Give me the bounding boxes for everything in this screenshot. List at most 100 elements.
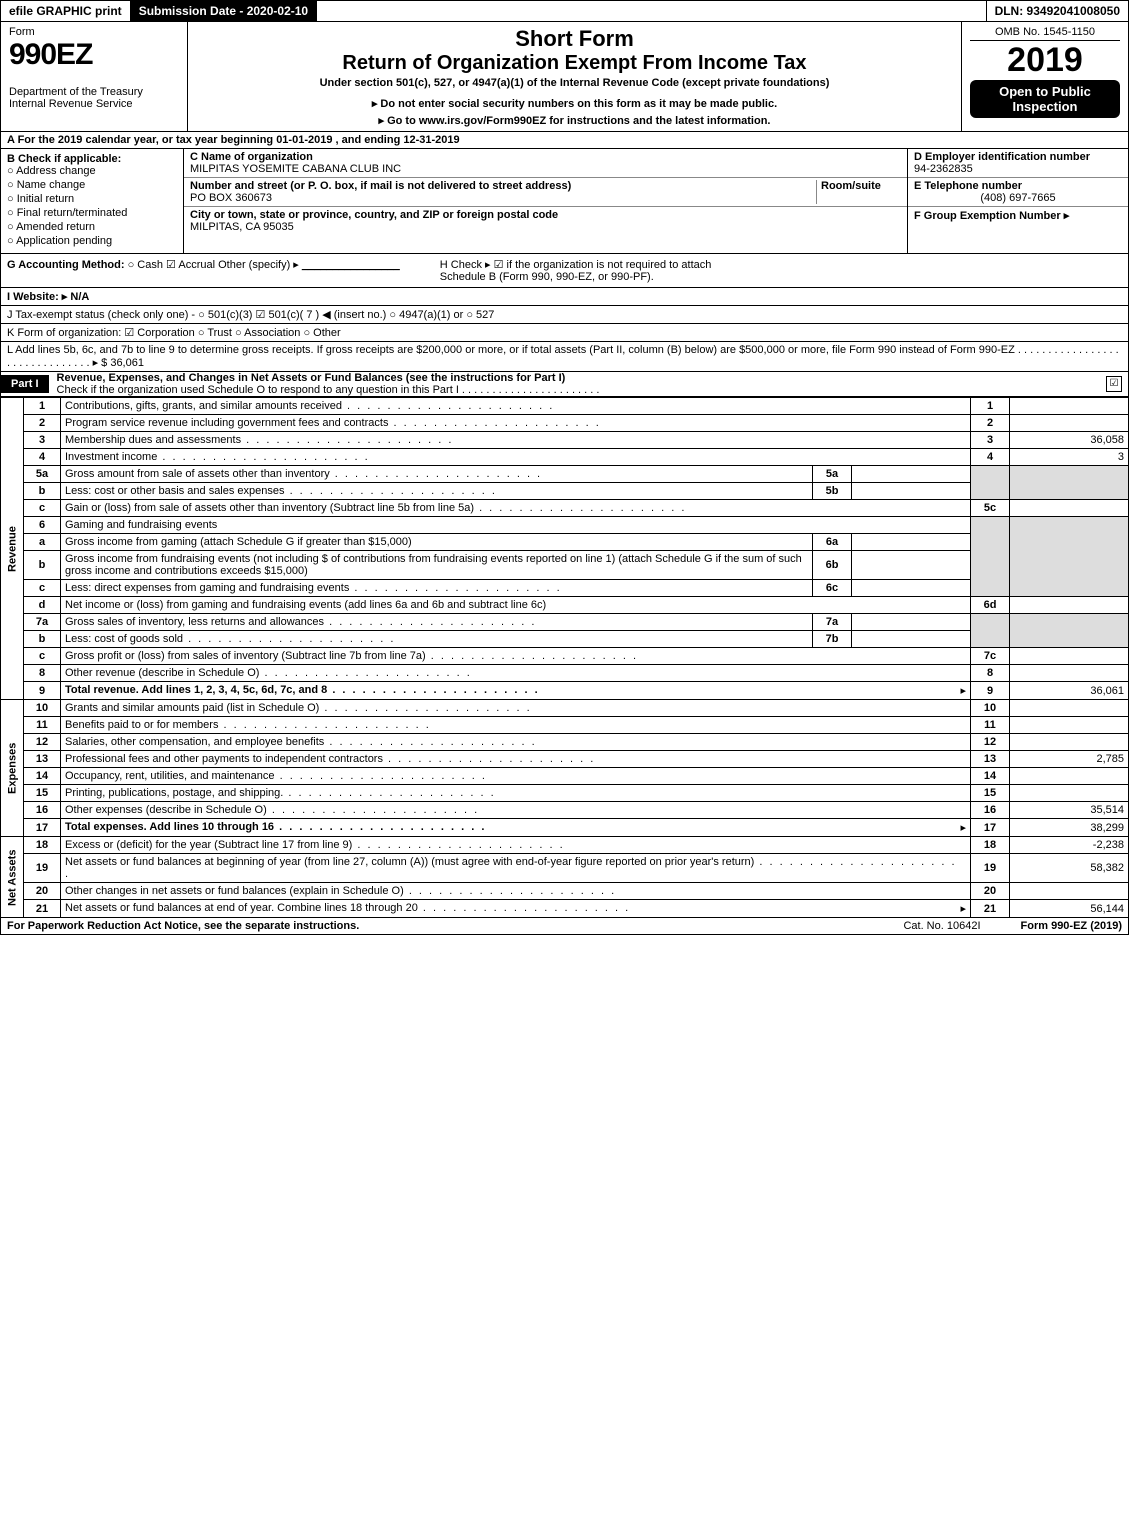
omb-number: OMB No. 1545-1150 [970,26,1120,41]
paperwork-notice: For Paperwork Reduction Act Notice, see … [7,920,359,932]
l5c-amt [1010,500,1129,517]
chk-final-return[interactable]: Final return/terminated [7,207,177,219]
col-def: D Employer identification number 94-2362… [907,149,1128,253]
l6c-desc: Less: direct expenses from gaming and fu… [61,580,813,597]
l1-num: 1 [24,398,61,415]
dln: DLN: 93492041008050 [986,1,1128,21]
l3-desc: Membership dues and assessments [61,432,971,449]
section-b-c-def: B Check if applicable: Address change Na… [0,149,1129,254]
l1-box: 1 [971,398,1010,415]
part-1-title-text: Revenue, Expenses, and Changes in Net As… [57,372,566,384]
l10-box: 10 [971,700,1010,717]
row-i-website: I Website: ▸ N/A [0,288,1129,306]
d-ein: D Employer identification number 94-2362… [908,149,1128,178]
l14-desc: Occupancy, rent, utilities, and maintena… [61,768,971,785]
part-1-table: Revenue 1 Contributions, gifts, grants, … [0,397,1129,918]
go-to-link[interactable]: ▸ Go to www.irs.gov/Form990EZ for instru… [196,114,953,127]
submission-date: Submission Date - 2020-02-10 [131,1,317,21]
l11-box: 11 [971,717,1010,734]
l6c-num: c [24,580,61,597]
form-right: OMB No. 1545-1150 2019 Open to Public In… [962,22,1128,131]
l6b-sub: 6b [813,551,852,580]
tax-year: 2019 [970,41,1120,80]
f-group: F Group Exemption Number ▸ [908,207,1128,224]
c-room-label: Room/suite [821,180,881,192]
l17-arrow: ▸ [960,821,966,834]
l2-desc: Program service revenue including govern… [61,415,971,432]
l17-num: 17 [24,819,61,837]
c-name-value: MILPITAS YOSEMITE CABANA CLUB INC [190,163,401,175]
l1-amt [1010,398,1129,415]
l9-arrow: ▸ [960,684,966,697]
row-l-gross-receipts: L Add lines 5b, 6c, and 7b to line 9 to … [0,342,1129,372]
l20-amt [1010,883,1129,900]
l16-desc: Other expenses (describe in Schedule O) [61,802,971,819]
l7c-num: c [24,648,61,665]
l19-num: 19 [24,854,61,883]
l21-box: 21 [971,900,1010,918]
short-form-title: Short Form [196,26,953,52]
l6d-desc: Net income or (loss) from gaming and fun… [61,597,971,614]
l19-desc: Net assets or fund balances at beginning… [61,854,971,883]
l5a-sub: 5a [813,466,852,483]
l5b-sub: 5b [813,483,852,500]
g-accrual[interactable]: Accrual [166,259,215,271]
footer: For Paperwork Reduction Act Notice, see … [0,918,1129,935]
l15-num: 15 [24,785,61,802]
col-b-check-applicable: B Check if applicable: Address change Na… [1,149,184,253]
l21-desc: Net assets or fund balances at end of ye… [61,900,971,918]
l4-num: 4 [24,449,61,466]
l8-num: 8 [24,665,61,682]
l20-num: 20 [24,883,61,900]
l12-num: 12 [24,734,61,751]
l4-amt: 3 [1010,449,1129,466]
l7c-desc: Gross profit or (loss) from sales of inv… [61,648,971,665]
l10-amt [1010,700,1129,717]
l6-num: 6 [24,517,61,534]
chk-amended-return[interactable]: Amended return [7,221,177,233]
l6-shade-amt [1010,517,1129,597]
efile-graphic-print[interactable]: efile GRAPHIC print [1,1,131,21]
l4-box: 4 [971,449,1010,466]
chk-address-change[interactable]: Address change [7,165,177,177]
l7a-subval [852,614,971,631]
l6a-subval [852,534,971,551]
l6d-num: d [24,597,61,614]
g-other[interactable]: Other (specify) ▸ [218,259,299,271]
side-expenses: Expenses [1,700,24,837]
chk-application-pending[interactable]: Application pending [7,235,177,247]
l7c-amt [1010,648,1129,665]
g-cash[interactable]: Cash [128,259,163,271]
d-ein-value: 94-2362835 [914,163,973,175]
l5a-desc: Gross amount from sale of assets other t… [61,466,813,483]
l18-amt: -2,238 [1010,837,1129,854]
e-phone-value: (408) 697-7665 [914,192,1122,204]
l18-box: 18 [971,837,1010,854]
l11-amt [1010,717,1129,734]
chk-initial-return[interactable]: Initial return [7,193,177,205]
c-city: City or town, state or province, country… [184,207,907,235]
l21-arrow: ▸ [960,902,966,915]
chk-name-change[interactable]: Name change [7,179,177,191]
l4-desc: Investment income [61,449,971,466]
l15-desc: Printing, publications, postage, and shi… [61,785,971,802]
l15-amt [1010,785,1129,802]
l5a-subval [852,466,971,483]
l7-shade [971,614,1010,648]
l7b-sub: 7b [813,631,852,648]
l12-amt [1010,734,1129,751]
l8-box: 8 [971,665,1010,682]
l9-box: 9 [971,682,1010,700]
row-g: G Accounting Method: Cash Accrual Other … [7,258,400,283]
l6b-num: b [24,551,61,580]
c-name-label: C Name of organization [190,151,313,163]
d-ein-label: D Employer identification number [914,151,1090,163]
l6c-sub: 6c [813,580,852,597]
l6a-desc: Gross income from gaming (attach Schedul… [61,534,813,551]
form-left: Form 990EZ Department of the Treasury In… [1,22,188,131]
part-1-check-line: Check if the organization used Schedule … [57,384,600,396]
l7b-num: b [24,631,61,648]
part-1-checkbox[interactable]: ☑ [1106,376,1122,392]
c-street-label: Number and street (or P. O. box, if mail… [190,180,571,192]
l14-box: 14 [971,768,1010,785]
